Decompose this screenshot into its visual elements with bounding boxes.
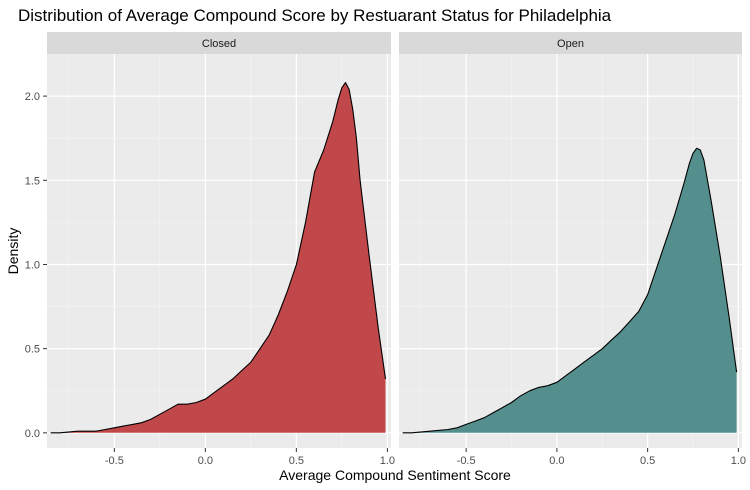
- x-axis-title: Average Compound Sentiment Score: [279, 467, 511, 483]
- y-axis-title: Density: [5, 228, 21, 275]
- x-tick-label: 0.5: [289, 455, 304, 467]
- x-tick-label: 0.0: [549, 455, 564, 467]
- y-axis: 0.0 0.5 1.0 1.5 2.0: [25, 91, 47, 440]
- x-tick-label: -0.5: [105, 455, 124, 467]
- y-tick-label: 1.0: [25, 259, 40, 271]
- density-line-open: [402, 147, 738, 434]
- chart-title: Distribution of Average Compound Score b…: [18, 6, 612, 25]
- x-tick-label: 0.0: [198, 455, 213, 467]
- facet-strip-label: Open: [557, 38, 584, 50]
- x-tick-label: -0.5: [457, 455, 476, 467]
- y-tick-label: 0.5: [25, 344, 40, 356]
- x-tick-label: 1.0: [380, 455, 395, 467]
- facet-strip-label: Closed: [202, 38, 236, 50]
- density-area-open: [402, 148, 737, 433]
- density-line-closed: [50, 82, 387, 434]
- y-tick-label: 1.5: [25, 175, 40, 187]
- x-tick-label: 0.5: [640, 455, 655, 467]
- panel-open: Open: [399, 32, 742, 448]
- facet-strip: [47, 32, 391, 54]
- x-tick-label: 1.0: [731, 455, 746, 467]
- facet-panels: Closed Open: [47, 32, 742, 448]
- y-tick-label: 2.0: [25, 91, 40, 103]
- panel-closed: Closed: [47, 32, 391, 448]
- facet-strip: [399, 32, 742, 54]
- x-axes: -0.5 0.0 0.5 1.0 -0.5 0.0 0.5 1.0: [105, 448, 746, 467]
- y-tick-label: 0.0: [25, 428, 40, 440]
- density-area-closed: [50, 82, 386, 433]
